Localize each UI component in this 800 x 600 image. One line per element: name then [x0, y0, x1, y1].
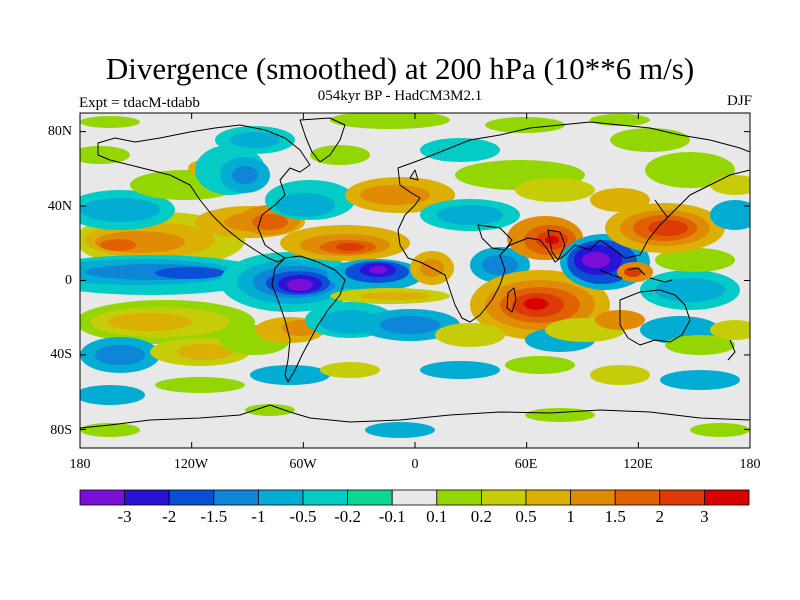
colorbar-label: 0.2	[470, 507, 493, 526]
lon-tick-label: 120E	[623, 457, 653, 472]
colorbar-label: -0.1	[378, 507, 406, 526]
colorbar-swatch	[257, 489, 304, 506]
axis-ticks	[79, 113, 751, 448]
colorbar-label: -1.5	[200, 507, 228, 526]
colorbar-label: 2	[655, 507, 665, 526]
lat-tick-label: 80S	[50, 423, 72, 438]
map-panel	[80, 113, 750, 448]
colorbar-label: 1.5	[604, 507, 626, 526]
colorbar-label: 0.5	[515, 507, 537, 526]
lat-tick-label: 40N	[47, 199, 72, 214]
colorbar-swatch	[79, 489, 125, 506]
colorbar-swatch	[168, 489, 215, 506]
lat-tick-label: 0	[65, 273, 72, 288]
colorbar-swatch	[525, 489, 571, 506]
chart-title: Divergence (smoothed) at 200 hPa (10**6 …	[105, 51, 695, 86]
colorbar-swatch	[614, 489, 661, 506]
chart-subtitle: 054kyr BP - HadCM3M2.1	[317, 88, 483, 104]
lon-tick-label: 0	[411, 457, 419, 472]
colorbar	[79, 489, 750, 506]
colorbar-label: -2	[162, 507, 177, 526]
experiment-label: Expt = tdacM-tdabb	[79, 95, 200, 111]
lat-tick-label: 40S	[50, 347, 72, 362]
colorbar-swatch	[391, 489, 438, 506]
colorbar-swatch	[570, 489, 616, 506]
colorbar-label: 0.1	[426, 507, 448, 526]
lon-tick-label: 60E	[514, 457, 538, 472]
colorbar-label: -3	[117, 507, 132, 526]
lon-tick-label: 180	[69, 457, 91, 472]
colorbar-swatch	[704, 489, 750, 506]
season-label: DJF	[726, 93, 752, 109]
lon-tick-label: 120W	[173, 457, 209, 472]
colorbar-swatch	[347, 489, 393, 506]
coastlines	[80, 117, 750, 429]
colorbar-swatch	[659, 489, 705, 506]
lon-tick-label: 180	[739, 457, 761, 472]
colorbar-swatch	[302, 489, 348, 506]
lon-tick-label: 60W	[289, 457, 317, 472]
colorbar-label: -1	[251, 507, 266, 526]
colorbar-swatch	[436, 489, 482, 506]
colorbar-label: 1	[566, 507, 575, 526]
colorbar-swatch	[124, 489, 170, 506]
colorbar-label: 3	[700, 507, 709, 526]
colorbar-label: -0.2	[334, 507, 362, 526]
colorbar-swatch	[480, 489, 527, 506]
colorbar-swatch	[213, 489, 259, 506]
lat-tick-label: 80N	[47, 124, 72, 139]
colorbar-label: -0.5	[289, 507, 317, 526]
